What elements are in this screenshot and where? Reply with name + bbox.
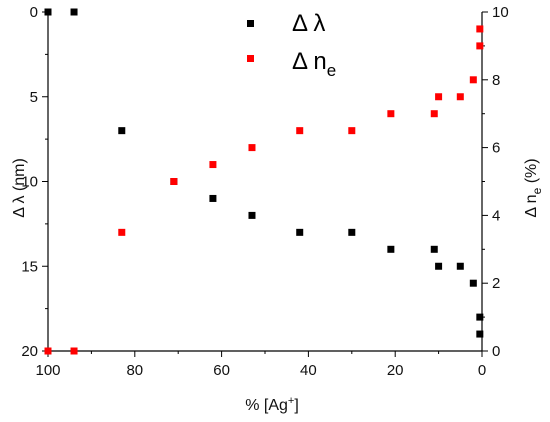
delta-ne-point <box>387 110 395 118</box>
delta-lambda-point <box>476 313 484 321</box>
delta-ne-point <box>456 93 464 101</box>
delta-ne-point <box>209 161 217 169</box>
delta-lambda-point <box>469 279 477 287</box>
legend-label-delta-lambda: Δ λ <box>292 10 325 37</box>
delta-lambda-point <box>118 127 126 135</box>
plot-frame <box>47 12 483 352</box>
delta-lambda-point <box>248 211 256 219</box>
right-y-tick-label: 4 <box>492 207 500 224</box>
delta-ne-point <box>430 110 438 118</box>
x-axis-label: % [Ag+] <box>245 395 299 414</box>
delta-ne-point <box>118 228 126 236</box>
delta-lambda-point <box>348 228 356 236</box>
legend-marker-delta-ne <box>247 55 254 62</box>
right-y-axis-label: Δ ne (%) <box>523 158 544 217</box>
left-y-tick-label: 0 <box>30 4 38 21</box>
x-tick-label: 60 <box>213 362 230 379</box>
right-y-tick-label: 10 <box>492 4 509 21</box>
delta-ne-point <box>44 347 52 355</box>
delta-ne-point <box>476 42 484 50</box>
left-y-tick-label: 5 <box>30 89 38 106</box>
left-y-axis-label: Δ λ (nm) <box>11 158 28 218</box>
delta-lambda-point <box>70 8 78 16</box>
legend-marker-delta-lambda <box>247 20 254 27</box>
data-points <box>44 8 484 355</box>
left-y-tick-label: 10 <box>21 174 38 191</box>
legend: Δ λ Δ ne <box>247 10 336 80</box>
delta-lambda-point <box>387 245 395 253</box>
delta-ne-point <box>435 93 443 101</box>
left-y-tick-label: 20 <box>21 343 38 360</box>
right-y-tick-label: 0 <box>492 343 500 360</box>
right-y-axis-ticks: 0 2 4 6 8 10 <box>482 4 509 360</box>
right-y-tick-label: 2 <box>492 275 500 292</box>
delta-lambda-point <box>296 228 304 236</box>
right-y-tick-label: 6 <box>492 140 500 157</box>
delta-lambda-point <box>430 245 438 253</box>
delta-ne-point <box>476 25 484 33</box>
x-tick-label: 20 <box>387 362 404 379</box>
delta-ne-point <box>296 127 304 135</box>
x-tick-label: 80 <box>126 362 143 379</box>
x-axis-ticks: 100 80 60 40 20 0 <box>35 351 486 379</box>
right-y-tick-label: 8 <box>492 72 500 89</box>
delta-lambda-point <box>44 8 52 16</box>
delta-ne-point <box>248 144 256 152</box>
delta-ne-point <box>170 178 178 185</box>
delta-ne-point <box>469 76 477 84</box>
x-tick-label: 0 <box>478 362 486 379</box>
left-y-tick-label: 15 <box>21 258 38 275</box>
delta-lambda-point <box>435 262 443 270</box>
x-tick-label: 40 <box>300 362 317 379</box>
legend-label-delta-ne: Δ ne <box>292 48 336 80</box>
delta-ne-point <box>348 127 356 135</box>
delta-lambda-point <box>456 262 464 270</box>
delta-lambda-point <box>476 330 484 338</box>
delta-ne-point <box>70 347 78 355</box>
delta-lambda-point <box>209 194 217 202</box>
x-tick-label: 100 <box>35 362 60 379</box>
